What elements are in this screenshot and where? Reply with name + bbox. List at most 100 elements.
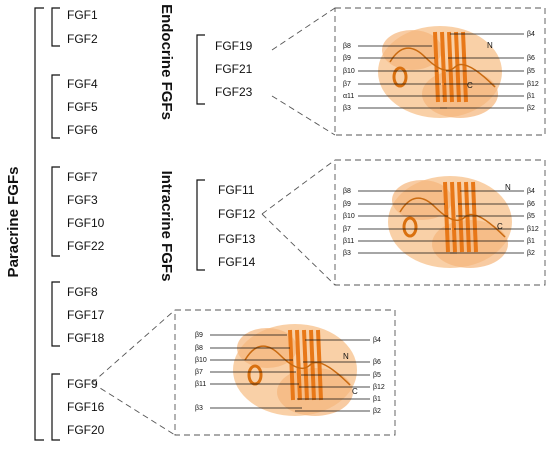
strand-label: β6 (373, 359, 381, 366)
dashed-box (334, 159, 546, 286)
beta-strand (440, 31, 447, 103)
protein-surface (392, 180, 452, 220)
fgf-name: FGF9 (67, 377, 98, 391)
strand-label: β2 (527, 105, 535, 112)
strand-label: β6 (527, 201, 535, 208)
strand-label: β4 (527, 31, 535, 38)
bracket (34, 7, 44, 441)
fgf-name: FGF13 (218, 232, 256, 246)
strand-label: β2 (373, 408, 381, 415)
strand-label: β7 (343, 81, 351, 88)
fgf-name: FGF19 (215, 39, 253, 53)
fgf-name: FGF16 (67, 400, 105, 414)
beta-strand (302, 329, 309, 401)
fgf-name: FGF22 (67, 239, 105, 253)
strand-label: β6 (527, 55, 535, 62)
fgf-name: FGF20 (67, 423, 105, 437)
connector (271, 95, 336, 136)
helix (402, 216, 418, 238)
strand-label: β12 (527, 81, 539, 88)
group-label: Endocrine FGFs (158, 4, 175, 120)
helix (392, 66, 408, 88)
terminus-label: C (467, 81, 473, 90)
terminus-label: N (487, 41, 493, 50)
dashed-box (334, 7, 546, 136)
terminus-label: N (505, 183, 511, 192)
group-label: Intracrine FGFs (158, 171, 175, 282)
connector (91, 382, 176, 436)
beta-strand (471, 181, 478, 253)
coil (389, 47, 496, 88)
coil (244, 345, 351, 386)
beta-strand (316, 329, 323, 401)
strand-label: β10 (343, 68, 355, 75)
fgf-name: FGF7 (67, 170, 98, 184)
fgf-name: FGF14 (218, 255, 256, 269)
strand-label: β2 (527, 250, 535, 257)
terminus-label: C (352, 387, 358, 396)
strand-label: β9 (195, 332, 203, 339)
strand-label: β5 (527, 213, 535, 220)
bracket (51, 166, 60, 257)
connector (91, 309, 176, 384)
beta-strand (450, 181, 457, 253)
bracket (51, 74, 60, 139)
beta-strand (461, 31, 468, 103)
connector (261, 159, 336, 215)
strand-label: β11 (343, 238, 354, 245)
beta-strand (464, 181, 471, 253)
strand-label: β7 (195, 369, 203, 376)
bracket (51, 373, 60, 441)
fgf-name: FGF23 (215, 85, 253, 99)
strand-label: β1 (527, 238, 535, 245)
beta-strand (295, 329, 302, 401)
bracket (51, 281, 60, 347)
beta-strand (454, 31, 461, 103)
beta-strand (447, 31, 454, 103)
strand-label: β3 (195, 405, 203, 412)
fgf-name: FGF5 (67, 100, 98, 114)
fgf-name: FGF2 (67, 32, 98, 46)
strand-label: β12 (527, 226, 539, 233)
connector (261, 213, 336, 286)
strand-label: β5 (527, 68, 535, 75)
bracket (196, 34, 205, 105)
fgf-name: FGF4 (67, 77, 98, 91)
fgf-name: FGF17 (67, 308, 105, 322)
beta-strand (309, 329, 316, 401)
protein-surface (382, 30, 442, 70)
fgf-name: FGF11 (218, 183, 255, 197)
fgf-name: FGF3 (67, 193, 98, 207)
terminus-label: C (497, 222, 503, 231)
strand-label: β1 (373, 396, 381, 403)
strand-label: β4 (527, 188, 535, 195)
strand-label: β8 (343, 188, 351, 195)
strand-label: β7 (343, 226, 351, 233)
strand-label: β10 (343, 213, 355, 220)
strand-label: β8 (343, 43, 351, 50)
strand-label: β10 (195, 357, 207, 364)
strand-label: β5 (373, 372, 381, 379)
strand-label: α11 (343, 93, 354, 100)
fgf-name: FGF8 (67, 285, 98, 299)
connector (271, 7, 336, 51)
fgf-name: FGF21 (215, 62, 253, 76)
dashed-box (174, 309, 396, 436)
beta-strand (457, 181, 464, 253)
fgf-name: FGF6 (67, 123, 98, 137)
bracket (51, 7, 60, 47)
strand-label: β3 (343, 250, 351, 257)
strand-label: β11 (195, 381, 206, 388)
group-label: Paracrine FGFs (5, 167, 22, 278)
bracket (196, 179, 205, 271)
fgf-name: FGF10 (67, 216, 105, 230)
strand-label: β1 (527, 93, 535, 100)
strand-label: β8 (195, 345, 203, 352)
strand-label: β9 (343, 201, 351, 208)
strand-label: β4 (373, 337, 381, 344)
fgf-name: FGF18 (67, 331, 105, 345)
strand-label: β3 (343, 105, 351, 112)
strand-label: β9 (343, 55, 351, 62)
terminus-label: N (343, 352, 349, 361)
